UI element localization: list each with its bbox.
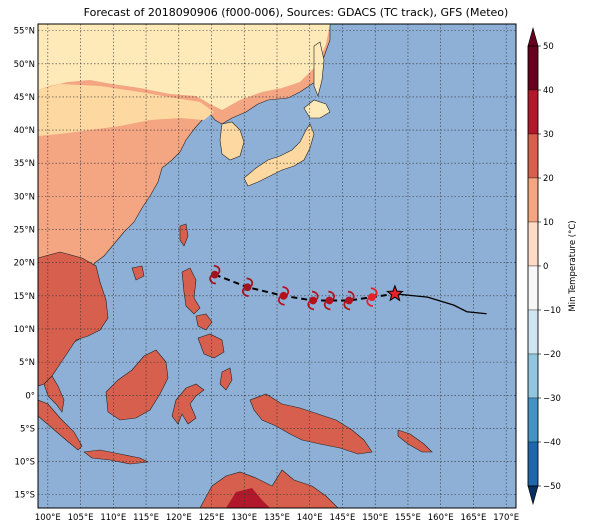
land-layer: [38, 24, 433, 508]
colorbar-tick-label: −20: [543, 350, 561, 360]
colorbar-tick-label: 0: [543, 262, 548, 272]
latitude-label: 10°N: [14, 325, 35, 335]
colorbar-tick-label: −50: [543, 482, 561, 492]
longitude-label: 105°E: [68, 513, 94, 523]
longitude-label: 125°E: [199, 513, 225, 523]
storm-icon: [343, 290, 355, 311]
longitude-label: 115°E: [133, 513, 159, 523]
latitude-label: 35°N: [14, 159, 35, 169]
colorbar-segment: [527, 397, 539, 443]
longitude-labels: 100°E 105°E 110°E 115°E 120°E 125°E 130°E 135°E…: [35, 513, 519, 523]
colorbar-tick-label: 50: [543, 42, 554, 52]
colorbar-segment: [527, 133, 539, 179]
land-sumatra: [38, 399, 83, 451]
latitude-label: 40°N: [14, 126, 35, 136]
land-hokkaido: [303, 99, 331, 119]
colorbar-tick-label: −40: [543, 438, 561, 448]
storm-icon: [307, 290, 319, 311]
colorbar-segment: [527, 45, 539, 91]
colorbar-extend-max: [527, 26, 539, 47]
longitude-label: 130°E: [231, 513, 257, 523]
gridlines: [38, 24, 516, 508]
land-korea: [219, 121, 245, 161]
longitude-label: 135°E: [264, 513, 290, 523]
latitude-label: 25°N: [14, 226, 35, 236]
colorbar-extend-min: [527, 485, 539, 506]
latitude-label: 45°N: [14, 93, 35, 103]
latitude-label: 55°N: [14, 27, 35, 37]
land-mindanao: [197, 333, 225, 359]
land-luzon: [181, 267, 201, 315]
longitude-label: 110°E: [100, 513, 126, 523]
land-java: [83, 449, 150, 465]
forecast-track-line: [214, 273, 396, 302]
latitude-label: 15°S: [15, 491, 35, 501]
colorbar-tick-label: 30: [543, 130, 554, 140]
land-sulawesi: [171, 383, 205, 425]
current-position-star-icon: [385, 284, 404, 302]
latitude-label: 10°S: [15, 458, 35, 468]
past-track-line: [394, 293, 487, 315]
land-borneo: [105, 349, 169, 421]
land-sakhalin: [313, 41, 325, 97]
land-north-cool: [38, 24, 330, 110]
longitude-label: 160°E: [428, 513, 454, 523]
colorbar-label: Min Temperature (°C): [568, 220, 578, 311]
longitude-label: 150°E: [362, 513, 388, 523]
latitude-label: 5°N: [19, 358, 35, 368]
colorbar-segment: [527, 221, 539, 267]
latitude-label: 15°N: [14, 292, 35, 302]
storm-icon: [241, 277, 254, 298]
colorbar-segment: [527, 441, 539, 487]
longitude-label: 155°E: [395, 513, 421, 523]
land-australia-hot: [226, 488, 270, 508]
map-title: Forecast of 2018090906 (f000-006), Sourc…: [83, 6, 509, 19]
land-north-mild: [38, 84, 214, 136]
longitude-label: 165°E: [461, 513, 487, 523]
colorbar: 50 40 30 20 10 0 −10 −20 −30 −40 −50: [527, 26, 561, 506]
land-malaya: [43, 375, 65, 413]
colorbar-tick-label: 20: [543, 174, 554, 184]
storm-icon: [277, 285, 290, 306]
storm-icon: [209, 264, 221, 285]
map-frame: [37, 23, 517, 509]
longitude-label: 140°E: [297, 513, 323, 523]
longitude-label: 170°E: [493, 513, 519, 523]
land-solomons: [397, 429, 433, 453]
latitude-label: 50°N: [14, 60, 35, 70]
land-visayas: [195, 313, 213, 331]
land-hainan: [131, 265, 145, 281]
colorbar-segment: [527, 177, 539, 223]
colorbar-tick-label: 40: [543, 86, 554, 96]
storm-icon: [323, 290, 335, 311]
cyclone-track: [209, 264, 487, 315]
colorbar-segment: [527, 353, 539, 399]
colorbar-segment: [527, 265, 539, 311]
land-new-guinea: [249, 393, 373, 455]
land-japan: [243, 123, 315, 187]
storm-icon: [366, 287, 378, 308]
land-moluccas: [219, 367, 233, 391]
colorbar-tick-label: −10: [543, 306, 561, 316]
longitude-label: 120°E: [166, 513, 192, 523]
longitude-label: 145°E: [330, 513, 356, 523]
longitude-label: 100°E: [35, 513, 61, 523]
latitude-label: 30°N: [14, 192, 35, 202]
latitude-label: 5°S: [20, 424, 35, 434]
colorbar-tick-label: 10: [543, 218, 554, 228]
latitude-label: 20°N: [14, 259, 35, 269]
latitude-label: 0°: [25, 391, 35, 401]
colorbar-tick-label: −30: [543, 394, 561, 404]
colorbar-segment: [527, 309, 539, 355]
latitude-labels: 55°N 50°N 45°N 40°N 35°N 30°N 25°N 20°N 15°N 10°N…: [14, 27, 35, 501]
colorbar-segment: [527, 89, 539, 135]
